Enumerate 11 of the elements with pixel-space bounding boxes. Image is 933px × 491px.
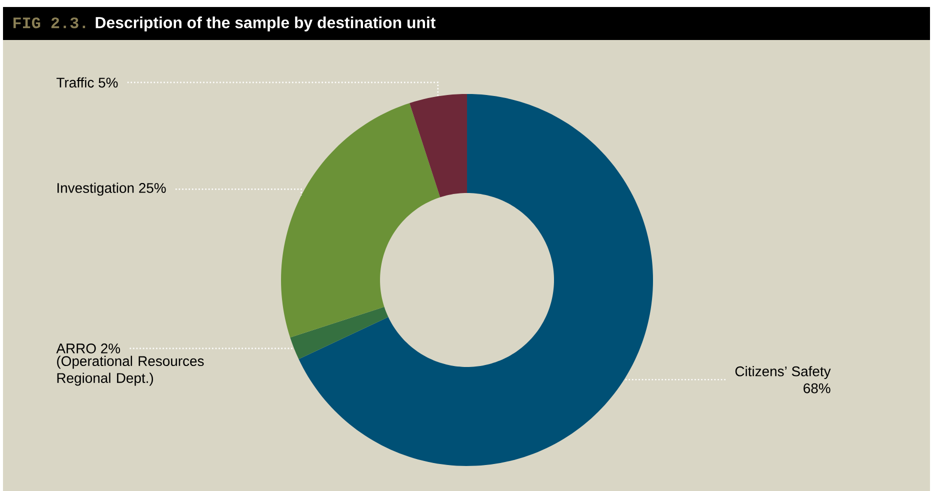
data-label: 68% bbox=[804, 383, 830, 394]
data-label: 25% bbox=[139, 183, 166, 193]
slice-label: Traffic bbox=[56, 77, 94, 88]
chart-title: Description of the sample by destination unit bbox=[96, 16, 436, 32]
text: (Operational Resources Regional Dept.) bbox=[57, 356, 204, 386]
data-label: 5% bbox=[98, 78, 118, 88]
caption: FIG 2.3. bbox=[14, 17, 86, 28]
slice-label: Citizens’ Safety bbox=[735, 366, 831, 380]
slice-label: Investigation bbox=[57, 182, 134, 196]
data-label: 2% bbox=[101, 344, 120, 354]
slice-label: ARRO bbox=[56, 344, 96, 354]
